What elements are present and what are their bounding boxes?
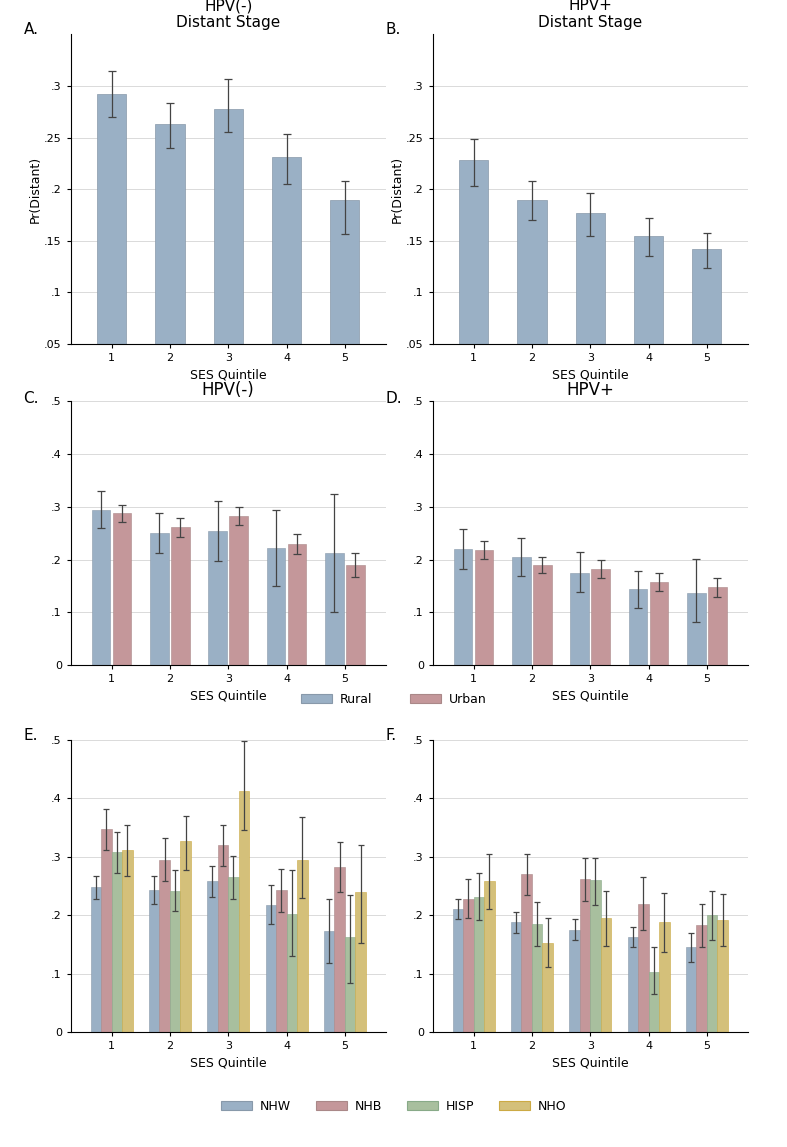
Bar (707, 915, 717, 1032)
Bar (575, 213, 605, 396)
Bar (170, 891, 180, 1032)
Bar (571, 574, 589, 665)
Text: E.: E. (24, 728, 38, 743)
Bar (150, 533, 168, 665)
Bar (229, 516, 248, 665)
Bar (648, 972, 659, 1032)
Bar (238, 790, 249, 1032)
Bar (345, 937, 355, 1032)
Y-axis label: Pr(Distant): Pr(Distant) (390, 156, 403, 223)
Bar (591, 569, 610, 665)
Bar (512, 557, 530, 665)
Bar (484, 881, 495, 1032)
Bar (92, 509, 110, 665)
Bar (171, 526, 190, 665)
Bar (696, 926, 707, 1032)
Bar (91, 888, 102, 1032)
Bar (288, 544, 306, 665)
Bar (286, 913, 297, 1032)
Text: F.: F. (386, 728, 397, 743)
Bar (542, 943, 553, 1032)
X-axis label: SES Quintile: SES Quintile (552, 689, 629, 703)
Bar (580, 879, 590, 1032)
Bar (517, 200, 546, 396)
Bar (325, 553, 344, 665)
Bar (634, 236, 663, 396)
Bar (685, 947, 696, 1032)
Title: HPV+
Distant Stage: HPV+ Distant Stage (538, 0, 642, 31)
Bar (102, 829, 112, 1032)
Bar (650, 582, 668, 665)
Bar (687, 593, 706, 665)
Bar (149, 890, 160, 1032)
Bar (693, 249, 722, 396)
Legend: Rural, Urban: Rural, Urban (296, 687, 491, 711)
Bar (160, 860, 170, 1032)
Bar (276, 890, 286, 1032)
Bar (346, 565, 364, 665)
Bar (454, 549, 472, 665)
Bar (522, 874, 532, 1032)
Bar (207, 881, 218, 1032)
Bar (218, 845, 228, 1032)
Bar (629, 588, 648, 665)
Bar (323, 931, 334, 1032)
Y-axis label: Pr(Distant): Pr(Distant) (28, 156, 41, 223)
Bar (355, 892, 366, 1032)
X-axis label: SES Quintile: SES Quintile (190, 689, 267, 703)
Bar (532, 924, 542, 1032)
Text: D.: D. (386, 391, 402, 406)
Bar (265, 905, 276, 1032)
Title: HPV(-): HPV(-) (201, 381, 255, 398)
Text: B.: B. (386, 22, 401, 37)
X-axis label: SES Quintile: SES Quintile (190, 368, 267, 382)
Bar (459, 161, 488, 396)
Bar (627, 937, 638, 1032)
Bar (464, 899, 474, 1032)
Bar (267, 548, 286, 665)
Bar (209, 531, 227, 665)
Bar (659, 922, 670, 1032)
Bar (475, 551, 493, 665)
Bar (297, 860, 308, 1032)
Text: A.: A. (24, 22, 39, 37)
Bar (122, 850, 133, 1032)
Title: HPV(-)
Distant Stage: HPV(-) Distant Stage (176, 0, 280, 31)
Bar (112, 852, 122, 1032)
Bar (155, 124, 184, 396)
X-axis label: SES Quintile: SES Quintile (552, 1056, 629, 1070)
Bar (600, 919, 611, 1032)
Bar (180, 841, 191, 1032)
Bar (638, 904, 648, 1032)
X-axis label: SES Quintile: SES Quintile (552, 368, 629, 382)
Bar (474, 897, 484, 1032)
Bar (228, 877, 238, 1032)
Bar (708, 587, 726, 665)
Bar (717, 920, 728, 1032)
Bar (569, 930, 580, 1032)
Bar (272, 157, 301, 396)
Legend: NHW, NHB, HISP, NHO: NHW, NHB, HISP, NHO (216, 1094, 571, 1118)
Bar (511, 922, 522, 1032)
Bar (453, 910, 464, 1032)
Text: C.: C. (24, 391, 39, 406)
Bar (97, 94, 126, 396)
Bar (590, 880, 600, 1032)
Bar (334, 867, 345, 1032)
Title: HPV+: HPV+ (567, 381, 614, 398)
Bar (331, 200, 360, 396)
X-axis label: SES Quintile: SES Quintile (190, 1056, 267, 1070)
Bar (113, 514, 131, 665)
Bar (533, 565, 552, 665)
Bar (213, 109, 243, 396)
